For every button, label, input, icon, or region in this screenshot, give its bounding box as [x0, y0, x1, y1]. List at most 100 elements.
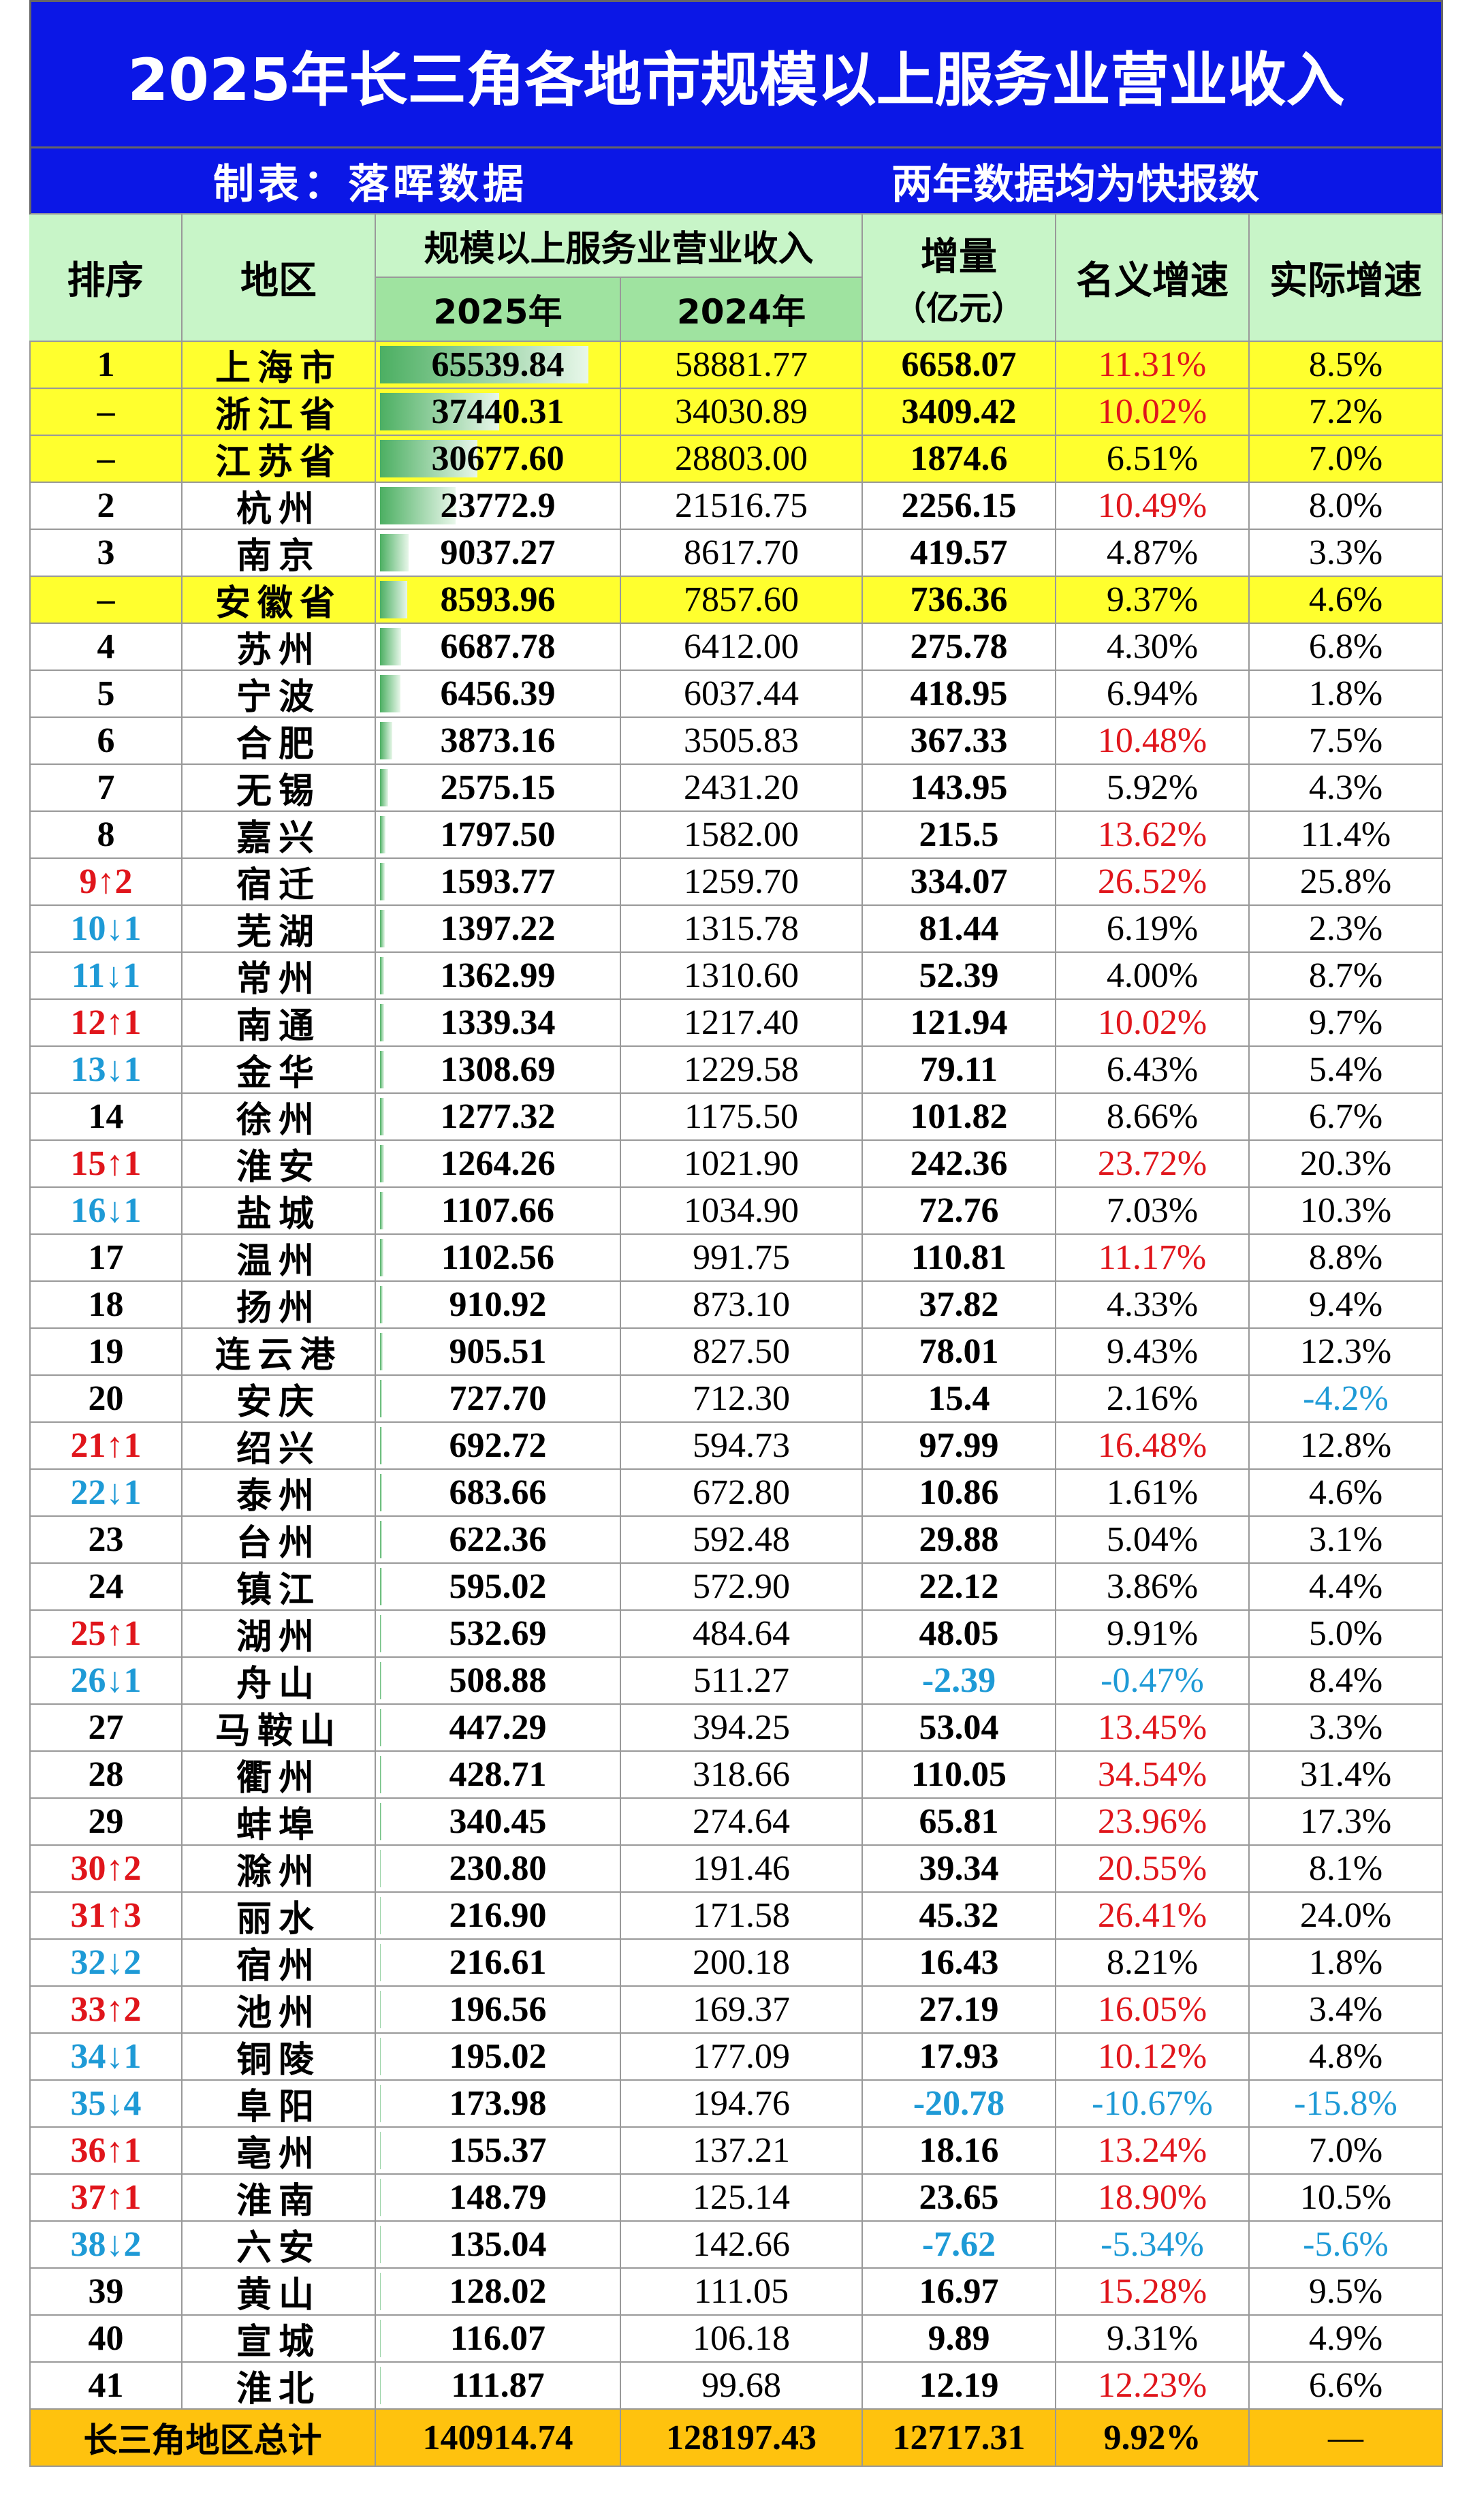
value-2024: 6412.00 — [684, 627, 799, 666]
value-cell: 2.3% — [1250, 906, 1443, 953]
value-cell: 23.72% — [1056, 1141, 1250, 1188]
value-cell: 6412.00 — [621, 624, 863, 671]
increment: 29.88 — [919, 1520, 999, 1559]
value-cell: 1582.00 — [621, 812, 863, 859]
value-cell: 340.45 — [376, 1799, 621, 1846]
region-cell: 滁州 — [183, 1846, 376, 1893]
rank: 28 — [88, 1755, 124, 1794]
increment: 143.95 — [910, 768, 1008, 807]
value-cell: 128.02 — [376, 2269, 621, 2316]
data-bar — [380, 722, 393, 759]
increment: 78.01 — [919, 1332, 999, 1371]
value-cell: 13.24% — [1056, 2128, 1250, 2175]
rank: 41 — [88, 2366, 124, 2405]
value-2025: 2575.15 — [440, 768, 556, 807]
rank-cell: 19 — [29, 1329, 183, 1376]
rank-change: ↓1 — [106, 1191, 142, 1230]
nominal-growth: 3.86% — [1106, 1567, 1199, 1606]
rank-cell: 10 ↓1 — [29, 906, 183, 953]
rank-change: ↑1 — [106, 1144, 142, 1183]
value-2024: 7857.60 — [684, 580, 799, 619]
rank-cell: 30 ↑2 — [29, 1846, 183, 1893]
value-2024: 137.21 — [693, 2131, 790, 2170]
value-cell: 216.61 — [376, 1940, 621, 1987]
total-cell: 140914.74 — [376, 2410, 621, 2467]
value-2024: 142.66 — [693, 2225, 790, 2264]
value-2024: 58881.77 — [675, 345, 808, 384]
value-cell: 334.07 — [863, 859, 1056, 906]
rank: 25 — [70, 1614, 106, 1653]
value-2025: 1339.34 — [440, 1003, 556, 1042]
subtitle-band: 制表：落晖数据 两年数据均为快报数 — [29, 148, 1443, 215]
value-cell: 10.49% — [1056, 483, 1250, 530]
value-cell: 16.97 — [863, 2269, 1056, 2316]
region: 马鞍山 — [215, 1710, 342, 1752]
value-2025: 1264.26 — [440, 1144, 556, 1183]
value-cell: 3.3% — [1250, 530, 1443, 577]
value-cell: -10.67% — [1056, 2081, 1250, 2128]
header-cell: 名义增速 — [1056, 215, 1250, 342]
rank-cell: 32 ↓2 — [29, 1940, 183, 1987]
data-bar — [380, 2085, 381, 2122]
region: 苏州 — [236, 629, 321, 671]
region: 连云港 — [215, 1334, 342, 1376]
value-2024: 1034.90 — [684, 1191, 799, 1230]
increment: 419.57 — [910, 533, 1008, 572]
rank-change: ↑1 — [106, 2131, 142, 2170]
value-2025: 196.56 — [449, 1990, 547, 2029]
rank-cell: 6 — [29, 718, 183, 765]
value-cell: 532.69 — [376, 1611, 621, 1658]
nominal-growth: 13.24% — [1097, 2131, 1207, 2170]
value-cell: 4.4% — [1250, 1564, 1443, 1611]
total-cell: 9.92% — [1056, 2410, 1250, 2467]
value-cell: 10.5% — [1250, 2175, 1443, 2222]
value-cell: 143.95 — [863, 765, 1056, 812]
value-cell: 25.8% — [1250, 859, 1443, 906]
region: 衢州 — [236, 1757, 321, 1799]
value-2024: 34030.89 — [675, 392, 808, 431]
value-cell: 3.86% — [1056, 1564, 1250, 1611]
value-cell: 135.04 — [376, 2222, 621, 2269]
value-cell: 1217.40 — [621, 1000, 863, 1047]
nominal-growth: 10.02% — [1097, 392, 1207, 431]
value-cell: 1.61% — [1056, 1470, 1250, 1517]
region: 杭州 — [236, 488, 321, 530]
value-cell: -20.78 — [863, 2081, 1056, 2128]
rank-cell: 29 — [29, 1799, 183, 1846]
value-cell: 5.4% — [1250, 1047, 1443, 1094]
value-cell: 1308.69 — [376, 1047, 621, 1094]
value-2025: 692.72 — [449, 1426, 547, 1465]
header-text: 实际增速 — [1269, 259, 1422, 303]
value-cell: 9037.27 — [376, 530, 621, 577]
value-cell: 1259.70 — [621, 859, 863, 906]
value-cell: 10.48% — [1056, 718, 1250, 765]
value-cell: 26.52% — [1056, 859, 1250, 906]
header-cell: 2024年 — [621, 278, 863, 342]
value-cell: 8.21% — [1056, 1940, 1250, 1987]
increment: 72.76 — [919, 1191, 999, 1230]
value-cell: 16.48% — [1056, 1423, 1250, 1470]
value-2024: 511.27 — [693, 1661, 790, 1700]
region-cell: 常州 — [183, 953, 376, 1000]
rank: 4 — [97, 627, 115, 666]
increment: 22.12 — [919, 1567, 999, 1606]
region-cell: 镇江 — [183, 1564, 376, 1611]
region: 六安 — [236, 2227, 321, 2269]
value-2024: 1175.50 — [684, 1097, 799, 1136]
increment: 15.4 — [928, 1379, 990, 1418]
region-cell: 合肥 — [183, 718, 376, 765]
data-bar — [380, 1051, 385, 1088]
region: 无锡 — [236, 770, 321, 812]
value-cell: 45.32 — [863, 1893, 1056, 1940]
value-cell: 12.3% — [1250, 1329, 1443, 1376]
real-growth: -5.6% — [1303, 2225, 1389, 2264]
nominal-growth: 5.92% — [1106, 768, 1199, 807]
rank-cell: 9 ↑2 — [29, 859, 183, 906]
increment: 16.97 — [919, 2272, 999, 2311]
real-growth: 6.8% — [1308, 627, 1383, 666]
rank: 17 — [88, 1238, 124, 1277]
value-cell: 2256.15 — [863, 483, 1056, 530]
region-cell: 淮安 — [183, 1141, 376, 1188]
header-text: 2025年 — [433, 292, 563, 332]
